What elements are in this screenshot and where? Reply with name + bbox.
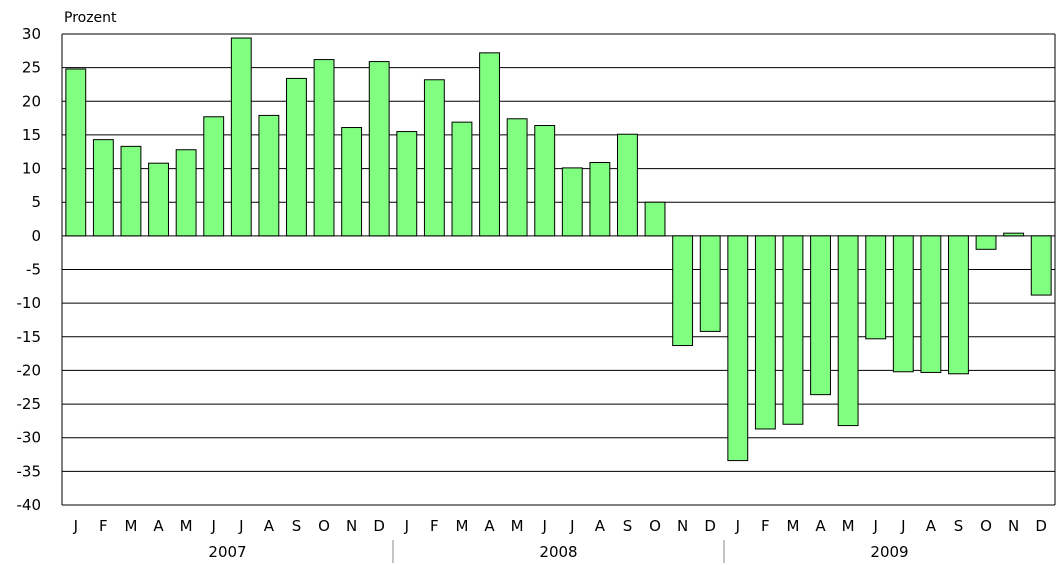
gridlines xyxy=(62,33,1055,506)
bar xyxy=(1030,235,1052,296)
bar xyxy=(203,116,225,237)
bar xyxy=(92,139,114,237)
y-tick-label: 10 xyxy=(22,160,41,178)
bar xyxy=(479,52,500,237)
x-month-label: M xyxy=(180,517,193,535)
x-month-label: D xyxy=(373,517,385,535)
bar xyxy=(506,118,528,237)
y-tick-label: -25 xyxy=(17,395,42,413)
y-axis-unit-label: Prozent xyxy=(64,10,117,26)
x-year-labels: 2007 2008 2009 xyxy=(208,540,909,563)
bar xyxy=(975,235,997,250)
x-year-label: 2009 xyxy=(870,543,908,561)
x-month-label: A xyxy=(926,517,937,535)
bar xyxy=(148,162,169,237)
x-month-label: A xyxy=(595,517,606,535)
y-tick-label: 20 xyxy=(22,92,41,110)
x-month-label: S xyxy=(292,517,302,535)
x-month-label: N xyxy=(1008,517,1019,535)
x-month-label: J xyxy=(238,517,243,535)
bar xyxy=(589,162,611,237)
x-month-label: O xyxy=(318,517,330,535)
y-tick-label: -10 xyxy=(17,294,42,312)
x-month-label: M xyxy=(124,517,137,535)
x-month-label: A xyxy=(815,517,826,535)
x-month-label: N xyxy=(677,517,688,535)
x-month-label: J xyxy=(569,517,574,535)
bar xyxy=(534,125,556,237)
y-tick-label: 0 xyxy=(31,227,41,245)
y-tick-label: 15 xyxy=(22,126,41,144)
x-month-label: M xyxy=(511,517,524,535)
x-month-label: J xyxy=(735,517,740,535)
bar xyxy=(865,235,887,340)
y-tick-label: 30 xyxy=(22,25,41,43)
x-month-label: S xyxy=(623,517,633,535)
bar xyxy=(727,235,749,462)
bar xyxy=(286,77,307,237)
bar xyxy=(396,131,418,237)
y-tick-label: -40 xyxy=(17,496,42,514)
y-tick-label: 25 xyxy=(22,59,41,77)
y-tick-label: 5 xyxy=(31,193,41,211)
x-year-label: 2007 xyxy=(208,543,246,561)
x-month-label: J xyxy=(73,517,78,535)
y-tick-label: -5 xyxy=(26,261,41,279)
bar xyxy=(1003,232,1025,237)
x-month-label: M xyxy=(842,517,855,535)
bar xyxy=(341,127,363,237)
y-tick-label: -15 xyxy=(17,328,42,346)
bar xyxy=(892,235,914,373)
x-month-label: A xyxy=(264,517,275,535)
bar xyxy=(175,149,197,237)
axes xyxy=(61,34,1056,505)
bar xyxy=(561,167,583,237)
x-month-label: F xyxy=(761,517,770,535)
bars xyxy=(65,37,1052,462)
x-month-label: J xyxy=(541,517,546,535)
bar xyxy=(644,201,666,237)
bar xyxy=(920,235,942,373)
y-tick-labels: 30 25 20 15 10 5 0 -5 -10 -15 -20 -25 -30 -35 -40 xyxy=(17,25,42,514)
y-tick-label: -35 xyxy=(17,462,42,480)
x-month-label: D xyxy=(1035,517,1047,535)
bar xyxy=(423,79,445,237)
x-month-label: F xyxy=(99,517,108,535)
x-month-label: M xyxy=(786,517,799,535)
bar xyxy=(837,235,859,427)
bar xyxy=(617,133,638,237)
bar xyxy=(699,235,721,332)
x-month-label: J xyxy=(872,517,877,535)
bar xyxy=(120,145,142,237)
bar xyxy=(258,114,280,237)
bar xyxy=(672,235,694,347)
x-month-label: M xyxy=(455,517,468,535)
bar xyxy=(782,235,804,425)
bar xyxy=(368,61,390,237)
y-tick-label: -20 xyxy=(17,361,42,379)
bar xyxy=(754,235,776,430)
x-month-label: O xyxy=(649,517,661,535)
x-month-label: A xyxy=(153,517,164,535)
bar xyxy=(65,68,87,237)
bar xyxy=(313,59,335,237)
x-month-label: A xyxy=(484,517,495,535)
bar xyxy=(948,235,969,375)
x-month-label: J xyxy=(404,517,409,535)
x-year-label: 2008 xyxy=(539,543,577,561)
bar xyxy=(810,235,831,396)
y-tick-label: -30 xyxy=(17,429,42,447)
x-month-label: D xyxy=(704,517,716,535)
x-month-label: J xyxy=(210,517,215,535)
x-month-label: N xyxy=(346,517,357,535)
x-month-label: J xyxy=(900,517,905,535)
x-month-label: F xyxy=(430,517,439,535)
bar xyxy=(451,121,473,237)
bar xyxy=(230,37,252,237)
x-month-label: O xyxy=(980,517,992,535)
x-month-label: S xyxy=(954,517,964,535)
